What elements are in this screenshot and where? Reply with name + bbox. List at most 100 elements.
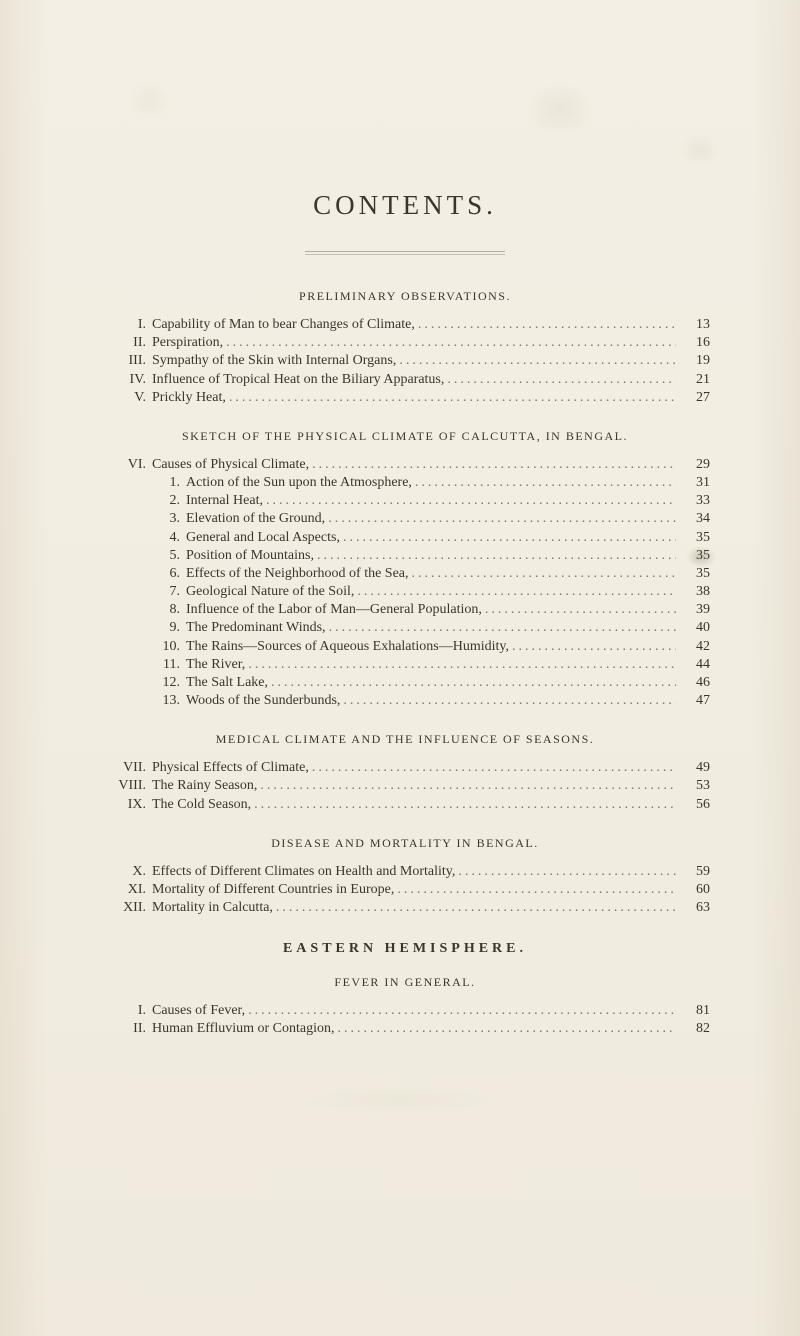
toc-label: The Salt Lake, (186, 676, 268, 690)
toc-row: III. Sympathy of the Skin with Internal … (100, 354, 710, 368)
toc-label: Effects of the Neighborhood of the Sea, (186, 567, 409, 581)
toc-page: 59 (676, 865, 710, 879)
section-heading-preliminary: PRELIMINARY OBSERVATIONS. (100, 289, 710, 304)
toc-numeral: X. (100, 865, 152, 879)
toc-label: Physical Effects of Climate, (152, 761, 309, 775)
toc-row: IX. The Cold Season, ...................… (100, 798, 710, 812)
toc-numeral: XI. (100, 883, 152, 897)
toc-page: 44 (676, 658, 710, 672)
toc-leader: ........................................… (245, 658, 676, 672)
toc-leader: ........................................… (257, 779, 676, 793)
section-heading-sketch: SKETCH OF THE PHYSICAL CLIMATE OF CALCUT… (100, 429, 710, 444)
toc-label: Elevation of the Ground, (186, 512, 325, 526)
toc-page: 42 (676, 640, 710, 654)
toc-page: 35 (676, 567, 710, 581)
toc-leader: ........................................… (273, 901, 676, 915)
toc-row: XII. Mortality in Calcutta, ............… (100, 901, 710, 915)
toc-page: 16 (676, 336, 710, 350)
toc-leader: ........................................… (309, 458, 676, 472)
toc-leader: ........................................… (223, 336, 676, 350)
toc-numeral: I. (100, 318, 152, 332)
toc-leader: ........................................… (340, 694, 676, 708)
toc-numeral: 12. (100, 676, 186, 690)
toc-leader: ........................................… (455, 865, 676, 879)
toc-leader: ........................................… (396, 354, 676, 368)
toc-page: 13 (676, 318, 710, 332)
toc-leader: ........................................… (415, 318, 676, 332)
toc-label: Action of the Sun upon the Atmosphere, (186, 476, 412, 490)
toc-page: 82 (676, 1022, 710, 1036)
toc-label: Mortality in Calcutta, (152, 901, 273, 915)
toc-page: 53 (676, 779, 710, 793)
toc-leader: ........................................… (394, 883, 676, 897)
toc-label: Mortality of Different Countries in Euro… (152, 883, 394, 897)
toc-label: The Cold Season, (152, 798, 251, 812)
toc-numeral: VII. (100, 761, 152, 775)
toc-row: II. Human Effluvium or Contagion, ......… (100, 1022, 710, 1036)
toc-leader: ........................................… (314, 549, 676, 563)
toc-page: 29 (676, 458, 710, 472)
toc-row: X. Effects of Different Climates on Heal… (100, 865, 710, 879)
toc-leader: ........................................… (509, 640, 676, 654)
toc-label: Geological Nature of the Soil, (186, 585, 354, 599)
toc-leader: ........................................… (412, 476, 676, 490)
toc-label: The Rains—Sources of Aqueous Exhalations… (186, 640, 509, 654)
toc-page: 33 (676, 494, 710, 508)
toc-leader: ........................................… (268, 676, 676, 690)
toc-numeral: 1. (100, 476, 186, 490)
toc-page: 40 (676, 621, 710, 635)
toc-label: Causes of Fever, (152, 1004, 245, 1018)
toc-page: 19 (676, 354, 710, 368)
toc-leader: ........................................… (251, 798, 676, 812)
toc-page: 63 (676, 901, 710, 915)
toc-page: 38 (676, 585, 710, 599)
toc-label: General and Local Aspects, (186, 531, 340, 545)
page: CONTENTS. PRELIMINARY OBSERVATIONS. I. C… (0, 0, 800, 1336)
toc-label: Perspiration, (152, 336, 223, 350)
toc-label: The River, (186, 658, 245, 672)
toc-label: Internal Heat, (186, 494, 263, 508)
toc-numeral: IX. (100, 798, 152, 812)
toc-leader: ........................................… (226, 391, 676, 405)
toc-label: Effects of Different Climates on Health … (152, 865, 455, 879)
section-heading-fever: FEVER IN GENERAL. (100, 975, 710, 990)
toc-row: 3. Elevation of the Ground, ............… (100, 512, 710, 526)
toc-label: Influence of Tropical Heat on the Biliar… (152, 373, 444, 387)
toc-row: 11. The River, .........................… (100, 658, 710, 672)
toc-label: The Rainy Season, (152, 779, 257, 793)
toc-leader: ........................................… (354, 585, 676, 599)
toc-numeral: 8. (100, 603, 186, 617)
toc-label: Human Effluvium or Contagion, (152, 1022, 335, 1036)
toc-row: 5. Position of Mountains, ..............… (100, 549, 710, 563)
toc-page: 35 (676, 531, 710, 545)
toc-leader: ........................................… (340, 531, 676, 545)
toc-leader: ........................................… (263, 494, 676, 508)
toc-leader: ........................................… (326, 621, 676, 635)
toc-page: 46 (676, 676, 710, 690)
toc-row: V. Prickly Heat, .......................… (100, 391, 710, 405)
toc-row: VI. Causes of Physical Climate, ........… (100, 458, 710, 472)
toc-page: 81 (676, 1004, 710, 1018)
toc-fever: I. Causes of Fever, ....................… (100, 1004, 710, 1036)
toc-numeral: 7. (100, 585, 186, 599)
toc-preliminary: I. Capability of Man to bear Changes of … (100, 318, 710, 405)
toc-page: 47 (676, 694, 710, 708)
toc-page: 21 (676, 373, 710, 387)
toc-row: XI. Mortality of Different Countries in … (100, 883, 710, 897)
toc-numeral: 11. (100, 658, 186, 672)
toc-row: 6. Effects of the Neighborhood of the Se… (100, 567, 710, 581)
toc-page: 49 (676, 761, 710, 775)
toc-numeral: 10. (100, 640, 186, 654)
toc-numeral: 4. (100, 531, 186, 545)
toc-row: I. Causes of Fever, ....................… (100, 1004, 710, 1018)
toc-page: 56 (676, 798, 710, 812)
toc-page: 31 (676, 476, 710, 490)
toc-numeral: 6. (100, 567, 186, 581)
toc-row: I. Capability of Man to bear Changes of … (100, 318, 710, 332)
toc-label: Position of Mountains, (186, 549, 314, 563)
toc-numeral: 5. (100, 549, 186, 563)
toc-label: Influence of the Labor of Man—General Po… (186, 603, 482, 617)
toc-leader: ........................................… (309, 761, 676, 775)
toc-numeral: III. (100, 354, 152, 368)
toc-row: 13. Woods of the Sunderbunds, ..........… (100, 694, 710, 708)
